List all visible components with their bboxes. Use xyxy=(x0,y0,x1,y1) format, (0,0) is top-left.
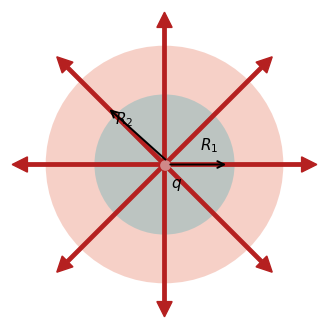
Text: $R_2$: $R_2$ xyxy=(115,111,133,129)
Circle shape xyxy=(94,94,235,235)
Text: $q$: $q$ xyxy=(171,177,182,193)
FancyArrow shape xyxy=(157,12,172,164)
Point xyxy=(162,162,167,167)
FancyArrow shape xyxy=(163,57,272,166)
Circle shape xyxy=(46,46,283,283)
FancyArrow shape xyxy=(163,163,272,272)
FancyArrow shape xyxy=(12,157,164,172)
Text: $R_1$: $R_1$ xyxy=(200,137,218,155)
FancyArrow shape xyxy=(57,57,166,166)
FancyArrow shape xyxy=(157,164,172,317)
FancyArrow shape xyxy=(57,163,166,272)
FancyArrow shape xyxy=(164,157,317,172)
